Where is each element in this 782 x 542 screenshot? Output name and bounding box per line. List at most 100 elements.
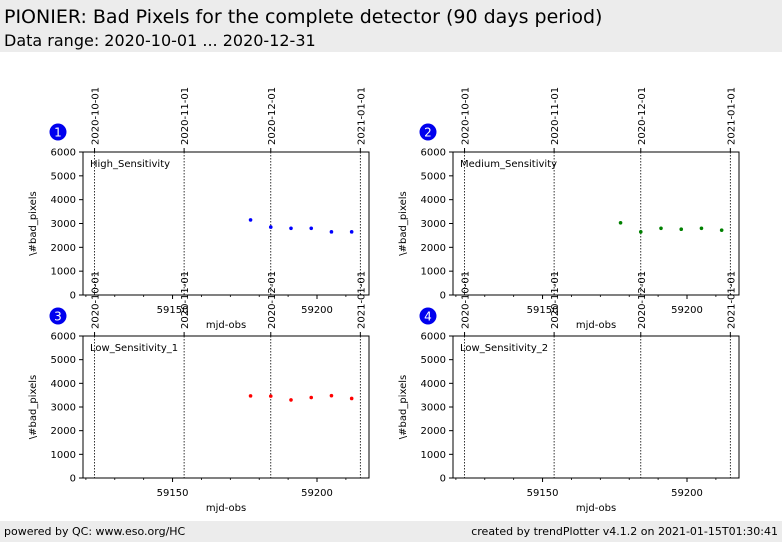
date-marker-label: 2020-12-01 [267,87,278,145]
date-marker-label: 2020-10-01 [91,271,102,329]
y-tick-label: 6000 [421,332,446,343]
x-axis-label: mjd-obs [576,320,616,331]
y-tick-label: 5000 [421,355,446,366]
date-marker-label: 2020-10-01 [461,87,472,145]
y-tick-label: 6000 [421,148,446,159]
panel-label: Low_Sensitivity_1 [90,343,178,354]
data-point [248,218,253,222]
x-tick-label: 59150 [157,488,189,499]
data-point [329,393,334,398]
footer-generator: created by trendPlotter v4.1.2 on 2021-0… [471,525,778,538]
date-marker-label: 2021-01-01 [356,87,367,145]
x-axis-label: mjd-obs [576,503,616,514]
date-marker-label: 2020-11-01 [180,87,191,145]
y-tick-label: 4000 [421,195,446,206]
y-tick-label: 3000 [421,403,446,414]
footer-credit: powered by QC: www.eso.org/HC [4,525,186,538]
date-marker-label: 2020-11-01 [180,271,191,329]
y-axis-label: \#bad_pixels [28,375,39,439]
y-tick-label: 3000 [51,219,76,230]
date-marker-label: 2020-12-01 [637,271,648,329]
y-tick-label: 4000 [51,379,76,390]
data-point [309,226,314,231]
plot-frame [452,335,740,479]
x-tick-label: 59150 [527,305,559,316]
date-marker-label: 2020-11-01 [550,271,561,329]
data-point [659,226,663,231]
data-point [349,230,354,234]
plot-panel-4: 2020-10-01 2020-11-01 2020-12-01 2021-01-01… [398,271,740,514]
date-marker-label: 2020-11-01 [550,87,561,145]
y-tick-label: 0 [440,291,446,302]
data-point [289,398,293,402]
y-tick-label: 0 [70,474,76,485]
y-tick-label: 2000 [421,426,446,437]
date-marker-label: 2021-01-01 [726,271,737,329]
data-point [329,230,334,234]
y-tick-label: 1000 [421,450,446,461]
plot-panel-3: 2020-10-01 2020-11-01 2020-12-01 2021-01-01… [28,271,370,514]
date-marker-label: 2021-01-01 [356,271,367,329]
panel-number: 1 [54,126,62,140]
data-point [349,396,354,401]
y-tick-label: 6000 [51,148,76,159]
y-tick-label: 5000 [421,171,446,182]
date-marker-label: 2020-12-01 [637,87,648,145]
y-tick-label: 1000 [51,267,76,278]
panel-label: Medium_Sensitivity [460,159,557,170]
plot-frame [82,335,370,479]
plot-frame [452,151,740,296]
data-point [699,226,704,231]
plot-panel-2: 2020-10-01 2020-11-01 2020-12-01 2021-01-01… [398,87,740,331]
data-point [618,220,623,225]
panel-number: 2 [424,126,432,140]
page-title: PIONIER: Bad Pixels for the complete det… [4,6,603,28]
page-footer: powered by QC: www.eso.org/HC created by… [0,521,782,542]
x-tick-label: 59200 [671,305,703,316]
y-tick-label: 0 [70,291,76,302]
y-tick-label: 3000 [421,219,446,230]
date-marker-label: 2020-10-01 [461,271,472,329]
panel-label: Low_Sensitivity_2 [460,343,548,354]
y-tick-label: 0 [440,474,446,485]
panel-label: High_Sensitivity [90,159,170,170]
y-tick-label: 5000 [51,355,76,366]
y-tick-label: 1000 [51,450,76,461]
date-marker-label: 2021-01-01 [726,87,737,145]
x-tick-label: 59200 [671,488,703,499]
y-axis-label: \#bad_pixels [398,375,409,439]
x-axis-label: mjd-obs [206,320,246,331]
data-point [638,230,643,234]
page-header: PIONIER: Bad Pixels for the complete det… [0,0,782,52]
y-tick-label: 1000 [421,267,446,278]
y-tick-label: 3000 [51,403,76,414]
panel-number-badge [49,307,67,325]
data-point [679,227,684,232]
data-range-subtitle: Data range: 2020-10-01 ... 2020-12-31 [4,31,316,50]
panel-number-badge [419,123,437,141]
plot-frame [82,151,370,296]
y-tick-label: 2000 [421,243,446,254]
panel-number: 3 [54,310,62,324]
date-marker-label: 2020-12-01 [267,271,278,329]
plot-panel-1: 2020-10-01 2020-11-01 2020-12-01 2021-01-01… [28,87,370,331]
x-axis-label: mjd-obs [206,503,246,514]
data-point [268,394,273,398]
y-tick-label: 5000 [51,171,76,182]
x-tick-label: 59200 [301,488,333,499]
y-tick-label: 6000 [51,332,76,343]
data-point [248,394,253,398]
y-tick-label: 4000 [51,195,76,206]
date-marker-label: 2020-10-01 [91,87,102,145]
y-axis-label: \#bad_pixels [398,191,409,255]
y-tick-label: 2000 [51,426,76,437]
y-tick-label: 2000 [51,243,76,254]
x-tick-label: 59150 [157,305,189,316]
x-tick-label: 59200 [301,305,333,316]
data-point [719,228,724,232]
y-tick-label: 4000 [421,379,446,390]
panel-number-badge [49,123,67,141]
panel-number-badge [419,307,437,325]
panel-number: 4 [424,310,432,324]
